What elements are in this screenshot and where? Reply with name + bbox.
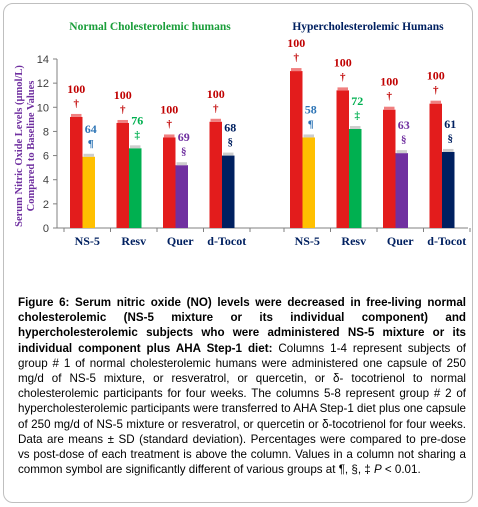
pre-percent-label: 100 bbox=[334, 55, 352, 69]
y-tick-label: 2 bbox=[43, 199, 49, 211]
pre-percent-label: 100 bbox=[427, 69, 445, 83]
error-bar-post bbox=[176, 162, 187, 166]
post-symbol-label: § bbox=[181, 146, 187, 158]
post-percent-label: 58 bbox=[305, 102, 317, 116]
y-tick-label: 6 bbox=[43, 151, 49, 163]
pre-symbol-label: † bbox=[340, 71, 346, 83]
error-bar-pre bbox=[337, 87, 348, 91]
pre-symbol-label: † bbox=[74, 98, 80, 110]
post-percent-label: 63 bbox=[398, 118, 410, 132]
y-tick-label: 10 bbox=[37, 102, 49, 114]
error-bar-post bbox=[443, 148, 454, 152]
bar-pre bbox=[163, 137, 176, 228]
error-bar-pre bbox=[117, 119, 128, 123]
bar-post bbox=[222, 155, 235, 228]
figure-frame bbox=[3, 3, 473, 503]
post-symbol-label: § bbox=[448, 133, 454, 145]
caption-p-letter: P bbox=[373, 463, 382, 477]
bar-pre bbox=[209, 121, 222, 228]
pre-percent-label: 100 bbox=[287, 36, 305, 50]
post-symbol-label: § bbox=[228, 137, 234, 149]
bar-post bbox=[395, 153, 408, 228]
pre-symbol-label: † bbox=[213, 103, 219, 115]
error-bar-pre bbox=[291, 68, 302, 72]
x-tick-label: Resv bbox=[121, 234, 146, 248]
bar-post bbox=[129, 148, 142, 228]
error-bar-pre bbox=[384, 106, 395, 110]
x-tick-label: d-Tocot bbox=[427, 234, 466, 248]
group-title: Normal Cholesterolemic humans bbox=[69, 21, 231, 33]
bar-pre bbox=[116, 122, 129, 228]
pre-symbol-label: † bbox=[294, 52, 300, 64]
error-bar-post bbox=[303, 134, 314, 138]
chart-marks bbox=[70, 68, 455, 228]
post-percent-label: 68 bbox=[224, 121, 236, 135]
bar-pre bbox=[336, 90, 349, 228]
y-tick-label: 12 bbox=[37, 78, 49, 90]
post-symbol-label: § bbox=[401, 134, 407, 146]
pre-percent-label: 100 bbox=[207, 87, 225, 101]
error-bar-post bbox=[223, 152, 234, 156]
figure-caption: Figure 6: Serum nitric oxide (NO) levels… bbox=[18, 295, 466, 477]
post-percent-label: 76 bbox=[131, 113, 143, 127]
bar-pre bbox=[383, 109, 396, 228]
error-bar-pre bbox=[430, 100, 441, 104]
bar-post bbox=[302, 137, 315, 228]
post-symbol-label: ‡ bbox=[355, 110, 361, 122]
caption-body-end: < 0.01. bbox=[381, 463, 421, 477]
error-bar-post bbox=[396, 150, 407, 154]
bar-pre bbox=[429, 103, 442, 228]
error-bar-post bbox=[130, 145, 141, 149]
pre-percent-label: 100 bbox=[380, 75, 398, 89]
error-bar-post bbox=[83, 153, 94, 157]
pre-percent-label: 100 bbox=[114, 88, 132, 102]
x-tick-label: Resv bbox=[341, 234, 366, 248]
error-bar-post bbox=[350, 126, 361, 130]
y-tick-label: 8 bbox=[43, 126, 49, 138]
post-percent-label: 64 bbox=[85, 122, 97, 136]
post-symbol-label: ¶ bbox=[308, 118, 314, 130]
error-bar-pre bbox=[71, 113, 82, 117]
y-tick-label: 0 bbox=[43, 223, 49, 235]
bar-post bbox=[82, 156, 95, 228]
x-tick-label: Quer bbox=[387, 234, 414, 248]
y-tick-label: 4 bbox=[43, 175, 49, 187]
pre-percent-label: 100 bbox=[67, 82, 85, 96]
bar-post bbox=[349, 129, 362, 228]
bar-pre bbox=[70, 116, 83, 228]
x-tick-label: NS-5 bbox=[295, 234, 320, 248]
x-tick-label: Quer bbox=[167, 234, 194, 248]
x-tick-label: NS-5 bbox=[75, 234, 100, 248]
caption-body: Columns 1-4 represent subjects of group … bbox=[18, 341, 466, 477]
caption-lead: Figure 6: Serum nitric oxide (NO) levels… bbox=[18, 296, 466, 355]
group-title: Hypercholesterolemic Humans bbox=[292, 21, 444, 33]
post-symbol-label: ¶ bbox=[88, 138, 94, 150]
pre-percent-label: 100 bbox=[160, 102, 178, 116]
bar-post bbox=[442, 151, 455, 228]
x-tick-label: d-Tocot bbox=[207, 234, 246, 248]
pre-symbol-label: † bbox=[433, 85, 439, 97]
pre-symbol-label: † bbox=[120, 104, 126, 116]
chart-labels: Normal Cholesterolemic humans 100 † 64 ¶ NS-5… bbox=[67, 21, 466, 248]
post-percent-label: 69 bbox=[178, 130, 190, 144]
y-axis-title: Serum Nitric Oxide Levels (µmol/L)Compar… bbox=[14, 65, 37, 227]
y-axis-title-line-2: Compared to Baseline Values bbox=[26, 81, 37, 212]
pre-symbol-label: † bbox=[387, 91, 393, 103]
bar-pre bbox=[290, 71, 303, 228]
bar-post bbox=[175, 165, 188, 228]
error-bar-pre bbox=[164, 134, 175, 138]
post-percent-label: 61 bbox=[444, 117, 456, 131]
post-percent-label: 72 bbox=[351, 94, 363, 108]
error-bar-pre bbox=[210, 118, 221, 122]
y-tick-label: 14 bbox=[37, 54, 49, 66]
y-axis-title-line-1: Serum Nitric Oxide Levels (µmol/L) bbox=[14, 65, 25, 227]
pre-symbol-label: † bbox=[167, 118, 173, 130]
post-symbol-label: ‡ bbox=[135, 129, 141, 141]
